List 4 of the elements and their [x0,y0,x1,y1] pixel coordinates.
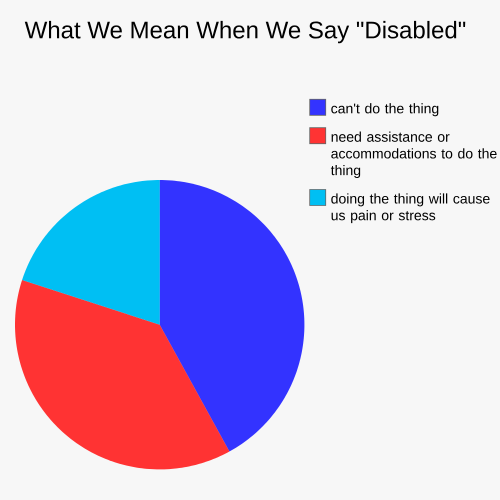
legend-label: need assistance or accommodations to do the thing [330,132,497,178]
legend-label: can't do the thing [331,103,438,116]
legend-label: doing the thing will cause us pain or stress [331,193,490,224]
chart-title: What We Mean When We Say "Disabled" [24,20,466,44]
